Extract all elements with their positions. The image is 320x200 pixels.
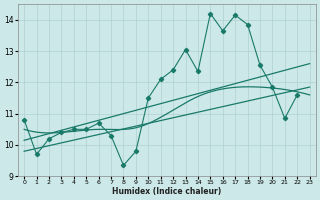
X-axis label: Humidex (Indice chaleur): Humidex (Indice chaleur) [112,187,221,196]
